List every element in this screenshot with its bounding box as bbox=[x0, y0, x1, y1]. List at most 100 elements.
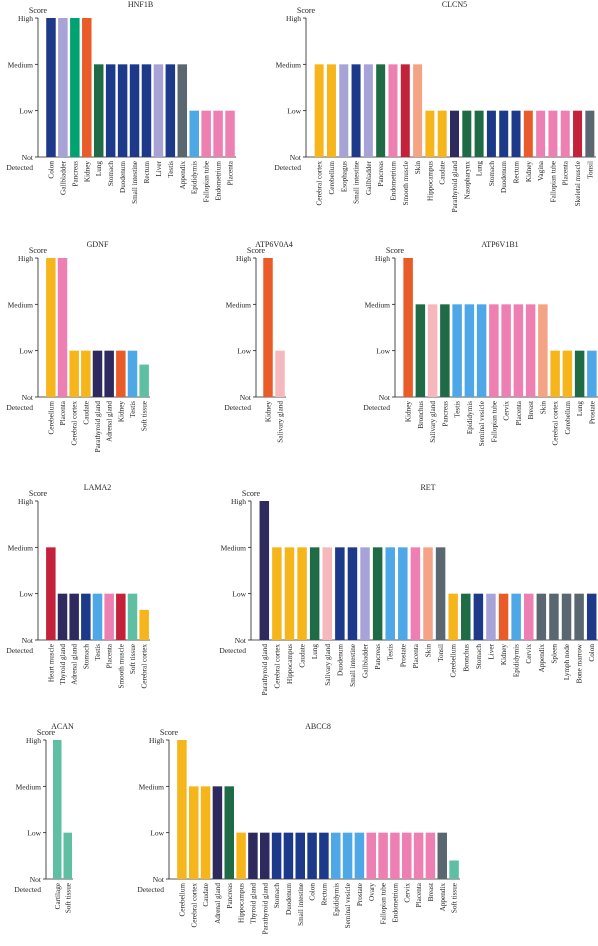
clcn5-ytick-label: Medium bbox=[276, 60, 302, 69]
clcn5-title: CLCN5 bbox=[442, 0, 467, 9]
atp6v0a4-bar-kidney bbox=[263, 258, 273, 397]
lama2-ytick-label: High bbox=[18, 497, 33, 506]
abcc8-bar-thyroid-gland bbox=[248, 832, 258, 879]
clcn5-bar-parathyroid-gland bbox=[450, 110, 459, 157]
hnf1b-category-label: Colon bbox=[47, 161, 55, 179]
atp6v1b1-bar-lung bbox=[574, 350, 585, 397]
ret-bar-prostate bbox=[398, 547, 408, 640]
abcc8-category-label: Colon bbox=[309, 883, 317, 901]
abcc8-category-label: Appendix bbox=[439, 883, 447, 912]
hnf1b-category-label: Epididymis bbox=[191, 161, 199, 194]
abcc8-category-label: Cervix bbox=[403, 883, 411, 903]
abcc8-bar-colon bbox=[307, 832, 317, 879]
ret-category-label: Kidney bbox=[500, 644, 508, 666]
ret-category-label: Cerebellum bbox=[450, 644, 458, 678]
abcc8-bar-pancreas bbox=[224, 786, 234, 879]
atp6v1b1-category-label: Kidney bbox=[405, 401, 413, 423]
hnf1b-category-label: Lung bbox=[95, 161, 103, 177]
gdnf-title: GDNF bbox=[87, 240, 109, 249]
gdnf-category-label: Caudate bbox=[82, 401, 90, 425]
gdnf-category-label: Soft tissue bbox=[141, 401, 149, 431]
atp6v1b1-ytick-label: High bbox=[375, 254, 390, 263]
clcn5-category-label: Caudate bbox=[439, 161, 447, 185]
ret-category-label: Prostate bbox=[399, 644, 407, 667]
atp6v1b1-bar-kidney bbox=[403, 258, 413, 397]
lama2-category-label: Cerebral cortex bbox=[141, 644, 149, 689]
ret-category-label: Hippocampus bbox=[286, 644, 294, 684]
clcn5-bar-fallopian-tube bbox=[548, 110, 558, 157]
clcn5-bar-lung bbox=[474, 110, 484, 157]
clcn5-bar-skin bbox=[413, 64, 423, 157]
atp6v0a4-bar-salivary-gland bbox=[275, 350, 285, 397]
abcc8-category-label: Parathyroid gland bbox=[261, 883, 269, 935]
hnf1b-category-label: Stomach bbox=[107, 161, 115, 187]
atp6v1b1-category-label: Salivary gland bbox=[429, 401, 437, 443]
ret-bar-skin bbox=[423, 547, 433, 640]
lama2-category-label: Stomach bbox=[82, 644, 90, 670]
hnf1b-category-label: Endometrium bbox=[215, 161, 223, 201]
lama2-ytick-label: Medium bbox=[8, 543, 34, 552]
ret-bar-colon bbox=[586, 593, 597, 640]
gdnf-ytick-label: Low bbox=[19, 347, 33, 356]
gdnf-category-label: Placenta bbox=[59, 400, 67, 425]
ret-bar-testis bbox=[385, 547, 395, 640]
atp6v1b1-ytick-label: Detected bbox=[363, 403, 390, 412]
lama2-category-label: Testis bbox=[94, 644, 102, 661]
clcn5-category-label: Pancreas bbox=[377, 161, 385, 187]
ret-category-label: Caudate bbox=[299, 644, 307, 668]
atp6v1b1-bar-breast bbox=[525, 304, 536, 397]
abcc8-category-label: Pancreas bbox=[226, 883, 234, 909]
hnf1b-ytick-label: Low bbox=[19, 107, 33, 116]
atp6v0a4-category-label: Salivary gland bbox=[277, 401, 285, 443]
clcn5-ylabel: Score bbox=[297, 6, 316, 15]
abcc8-category-label: Cerebellum bbox=[178, 883, 186, 917]
abcc8-bar-prostate bbox=[354, 832, 365, 879]
clcn5-bar-esophagus bbox=[339, 64, 349, 157]
acan-ytick-label: Detected bbox=[14, 885, 41, 894]
ret-category-label: Pancreas bbox=[374, 644, 382, 670]
ret-category-label: Cerebral cortex bbox=[273, 644, 281, 689]
abcc8-bar-small-intestine bbox=[295, 832, 305, 879]
ret-category-label: Gallbladder bbox=[362, 643, 370, 678]
atp6v0a4-ytick-label: Low bbox=[237, 347, 251, 356]
gdnf-ytick-label: Medium bbox=[8, 300, 34, 309]
acan-ytick-label: Not bbox=[30, 875, 42, 884]
abcc8-bar-breast bbox=[425, 832, 436, 879]
ret-category-label: Lymph node bbox=[563, 644, 571, 680]
lama2-bar-thyroid-gland bbox=[57, 593, 68, 640]
ret-ytick-label: Medium bbox=[221, 543, 247, 552]
clcn5-category-label: Small intestine bbox=[353, 161, 361, 204]
gdnf-category-label: Cerebral cortex bbox=[71, 401, 79, 446]
lama2-bar-stomach bbox=[81, 593, 91, 640]
abcc8-bar-duodenum bbox=[283, 832, 294, 879]
ret-ytick-label: High bbox=[231, 497, 246, 506]
abcc8-category-label: Stomach bbox=[273, 883, 281, 909]
acan-ylabel: Score bbox=[37, 728, 56, 737]
ret-bar-gallbladder bbox=[360, 547, 370, 640]
clcn5-category-label: Gallbladder bbox=[365, 160, 373, 195]
acan-ytick-label: High bbox=[26, 736, 41, 745]
abcc8-bar-ovary bbox=[366, 832, 376, 879]
ret-ylabel: Score bbox=[242, 489, 261, 498]
abcc8-category-label: Adrenal gland bbox=[214, 883, 222, 924]
ret-bar-liver bbox=[486, 593, 496, 640]
gdnf-bar-kidney bbox=[116, 350, 126, 397]
gdnf-bar-adrenal-gland bbox=[104, 350, 114, 397]
hnf1b-title: HNF1B bbox=[128, 0, 153, 9]
acan-bar-cartilage bbox=[53, 740, 62, 879]
ret-category-label: Testis bbox=[387, 644, 395, 661]
clcn5-bar-pancreas bbox=[376, 64, 386, 157]
hnf1b-category-label: Fallopian tube bbox=[203, 161, 211, 202]
lama2-category-label: Smooth muscle bbox=[117, 644, 125, 689]
hnf1b-category-label: Placenta bbox=[227, 160, 235, 185]
atp6v1b1-bar-pancreas bbox=[440, 304, 450, 397]
atp6v1b1-ytick-label: Medium bbox=[365, 300, 391, 309]
lama2-bar-smooth-muscle bbox=[116, 593, 126, 640]
abcc8-bar-placenta bbox=[413, 832, 424, 879]
hnf1b-ylabel: Score bbox=[29, 6, 48, 15]
abcc8-bar-hippocampus bbox=[236, 832, 246, 879]
ret-bar-bone-marrow bbox=[574, 593, 584, 640]
